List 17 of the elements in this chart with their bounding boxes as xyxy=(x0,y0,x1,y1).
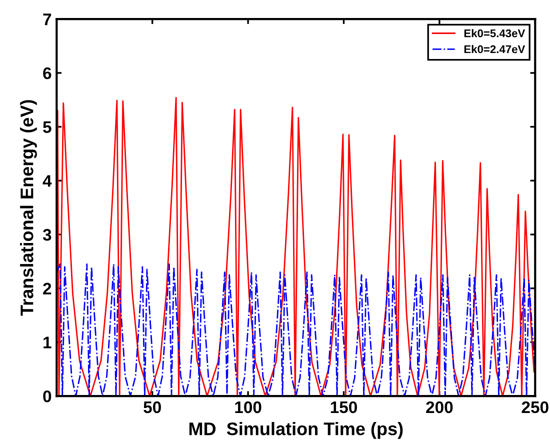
y-tick-label: 0 xyxy=(43,390,52,402)
x-tick-label: 200 xyxy=(426,401,453,414)
y-tick-label: 4 xyxy=(42,175,52,187)
y-tick-label: 3 xyxy=(42,228,52,241)
legend-label: Ek0=5.43eV xyxy=(464,29,526,38)
y-tick-label: 1 xyxy=(44,336,52,348)
y-axis-title: Translational Energy (eV) xyxy=(20,100,37,316)
y-tick-label: 2 xyxy=(43,282,52,294)
y-tick-label: 5 xyxy=(43,121,52,133)
x-tick-label: 50 xyxy=(144,401,161,414)
x-axis-title: MD Simulation Time (ps) xyxy=(189,422,403,439)
y-tick-label: 6 xyxy=(43,67,52,80)
x-tick-label: 100 xyxy=(235,401,262,414)
x-tick-label: 150 xyxy=(330,401,357,414)
x-tick-label: 250 xyxy=(522,401,548,414)
y-tick-label: 7 xyxy=(43,14,52,26)
legend-label: Ek0=2.47eV xyxy=(464,45,526,54)
